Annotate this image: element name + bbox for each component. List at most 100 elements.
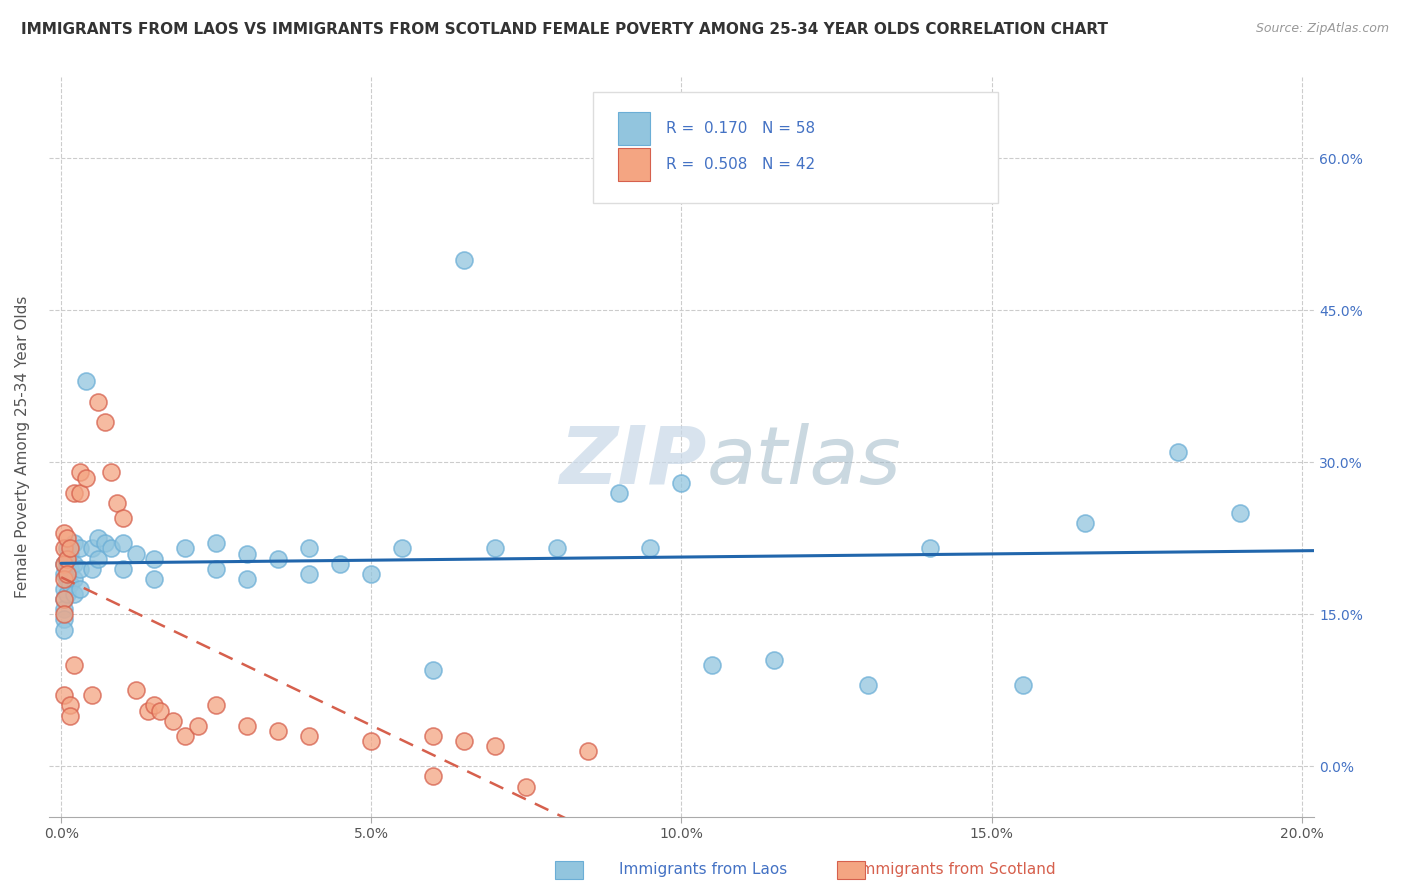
Point: [53, 592, 76, 607]
Point: [112, 511, 135, 525]
Text: Source: ZipAtlas.com: Source: ZipAtlas.com: [1256, 22, 1389, 36]
Point: [56, 541, 79, 556]
Point: [62, 657, 84, 672]
Point: [59, 698, 82, 713]
Point: [236, 547, 259, 561]
Point: [93, 536, 115, 550]
Point: [143, 551, 166, 566]
FancyBboxPatch shape: [619, 112, 650, 145]
Point: [360, 734, 382, 748]
Point: [53, 582, 76, 596]
Point: [69, 466, 91, 480]
Point: [87, 532, 110, 546]
Point: [484, 541, 506, 556]
Point: [124, 683, 146, 698]
Point: [69, 541, 91, 556]
Point: [69, 562, 91, 576]
Point: [702, 657, 724, 672]
Point: [1229, 506, 1251, 520]
Point: [87, 551, 110, 566]
Point: [53, 607, 76, 622]
Point: [174, 541, 197, 556]
Point: [100, 541, 122, 556]
Point: [82, 541, 104, 556]
Point: [136, 704, 159, 718]
FancyBboxPatch shape: [593, 92, 998, 203]
Point: [763, 653, 786, 667]
Point: [1073, 516, 1095, 530]
Point: [267, 551, 290, 566]
Point: [267, 723, 290, 738]
Point: [453, 252, 475, 267]
Point: [112, 562, 135, 576]
Point: [422, 769, 444, 783]
Point: [56, 587, 79, 601]
Point: [62, 587, 84, 601]
Point: [484, 739, 506, 753]
Point: [53, 623, 76, 637]
Point: [56, 551, 79, 566]
Point: [75, 470, 97, 484]
Point: [69, 485, 91, 500]
Point: [640, 541, 662, 556]
Point: [100, 466, 122, 480]
Point: [671, 475, 693, 490]
Point: [143, 698, 166, 713]
Point: [59, 708, 82, 723]
Text: Immigrants from Scotland: Immigrants from Scotland: [856, 863, 1056, 877]
Point: [53, 572, 76, 586]
Point: [609, 485, 631, 500]
Point: [236, 572, 259, 586]
Point: [59, 547, 82, 561]
Y-axis label: Female Poverty Among 25-34 Year Olds: Female Poverty Among 25-34 Year Olds: [15, 296, 30, 599]
Point: [53, 592, 76, 607]
Point: [53, 541, 76, 556]
Point: [546, 541, 568, 556]
Point: [162, 714, 184, 728]
FancyBboxPatch shape: [619, 148, 650, 181]
Point: [422, 663, 444, 677]
Point: [59, 541, 82, 556]
Point: [75, 374, 97, 388]
Point: [53, 602, 76, 616]
Point: [53, 612, 76, 626]
Point: [1011, 678, 1033, 692]
Point: [360, 566, 382, 581]
Point: [53, 557, 76, 571]
Point: [59, 562, 82, 576]
Point: [87, 394, 110, 409]
Point: [53, 526, 76, 541]
Point: [298, 541, 321, 556]
Point: [56, 532, 79, 546]
Point: [174, 729, 197, 743]
Point: [576, 744, 599, 758]
Point: [391, 541, 413, 556]
Point: [53, 689, 76, 703]
Point: [298, 566, 321, 581]
Text: atlas: atlas: [707, 423, 901, 501]
Point: [187, 719, 209, 733]
Point: [69, 582, 91, 596]
Point: [422, 729, 444, 743]
Point: [112, 536, 135, 550]
Text: R =  0.508   N = 42: R = 0.508 N = 42: [666, 157, 815, 172]
Point: [53, 566, 76, 581]
Point: [53, 557, 76, 571]
Point: [205, 536, 228, 550]
Point: [205, 562, 228, 576]
Point: [124, 547, 146, 561]
Text: ZIP: ZIP: [560, 423, 707, 501]
Point: [143, 572, 166, 586]
Point: [453, 734, 475, 748]
Text: R =  0.170   N = 58: R = 0.170 N = 58: [666, 121, 815, 136]
Point: [62, 485, 84, 500]
Point: [856, 678, 879, 692]
Point: [59, 577, 82, 591]
Text: IMMIGRANTS FROM LAOS VS IMMIGRANTS FROM SCOTLAND FEMALE POVERTY AMONG 25-34 YEAR: IMMIGRANTS FROM LAOS VS IMMIGRANTS FROM …: [21, 22, 1108, 37]
Point: [56, 557, 79, 571]
Point: [149, 704, 172, 718]
Point: [236, 719, 259, 733]
Point: [1167, 445, 1189, 459]
Point: [56, 572, 79, 586]
Point: [515, 780, 537, 794]
